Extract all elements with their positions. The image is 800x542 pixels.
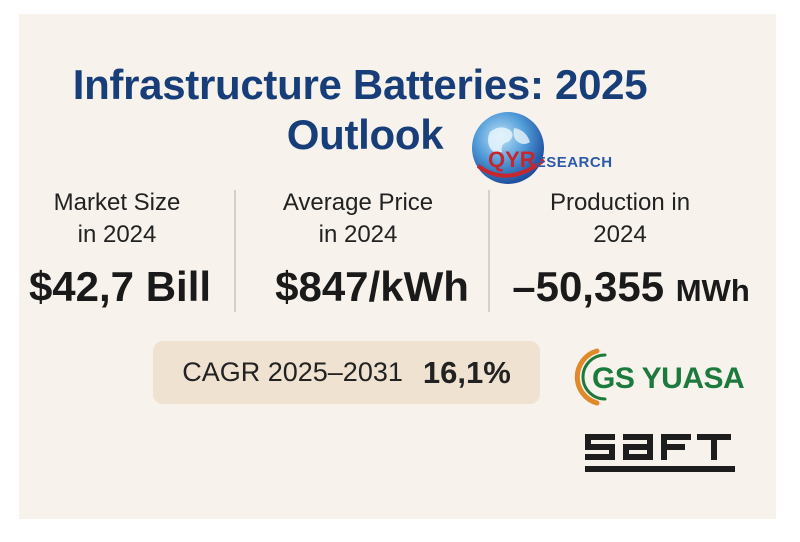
metric-value-production: –50,355 MWh xyxy=(496,262,766,316)
gs-yuasa-arc-icon xyxy=(574,348,607,406)
qyresearch-globe-icon xyxy=(472,112,546,184)
qyr-suffix: ESEARCH xyxy=(535,154,613,171)
metric-label-line: in 2024 xyxy=(318,221,398,248)
metric-label-average-price: Average Price in 2024 xyxy=(258,187,458,251)
metric-label-line: in 2024 xyxy=(77,221,157,248)
metric-value-text: –50,355 xyxy=(512,263,665,310)
metric-value-average-price: $847/kWh xyxy=(262,262,482,312)
qyresearch-logo: QYRESEARCH xyxy=(488,148,613,175)
qyr-prefix: QYR xyxy=(488,147,536,172)
metric-label-production: Production in 2024 xyxy=(520,187,720,251)
metric-divider xyxy=(234,190,236,312)
metric-label-market-size: Market Size in 2024 xyxy=(22,187,212,251)
metric-unit: MWh xyxy=(675,273,750,308)
title-line-1: Infrastructure Batteries: 2025 xyxy=(72,61,648,108)
title-line-2: Outlook xyxy=(286,111,444,158)
metric-divider xyxy=(488,190,490,312)
page-title: Infrastructure Batteries: 2025 Outlook xyxy=(0,60,720,160)
metric-label-line: Market Size xyxy=(53,189,181,216)
gs-yuasa-logo: GS YUASA xyxy=(592,362,745,395)
cagr-label: CAGR 2025–2031 xyxy=(182,357,403,387)
metric-value-text: $42,7 Bill xyxy=(28,263,212,310)
metric-label-line: 2024 xyxy=(593,221,647,248)
saft-logo xyxy=(585,434,735,472)
metric-value-text: $847/kWh xyxy=(275,263,469,310)
metric-value-market-size: $42,7 Bill xyxy=(20,262,220,312)
cagr-badge: CAGR 2025–2031 16,1% xyxy=(153,341,540,404)
cagr-value: 16,1% xyxy=(422,354,511,390)
metric-label-line: Average Price xyxy=(282,189,434,216)
metric-label-line: Production in xyxy=(549,189,691,216)
